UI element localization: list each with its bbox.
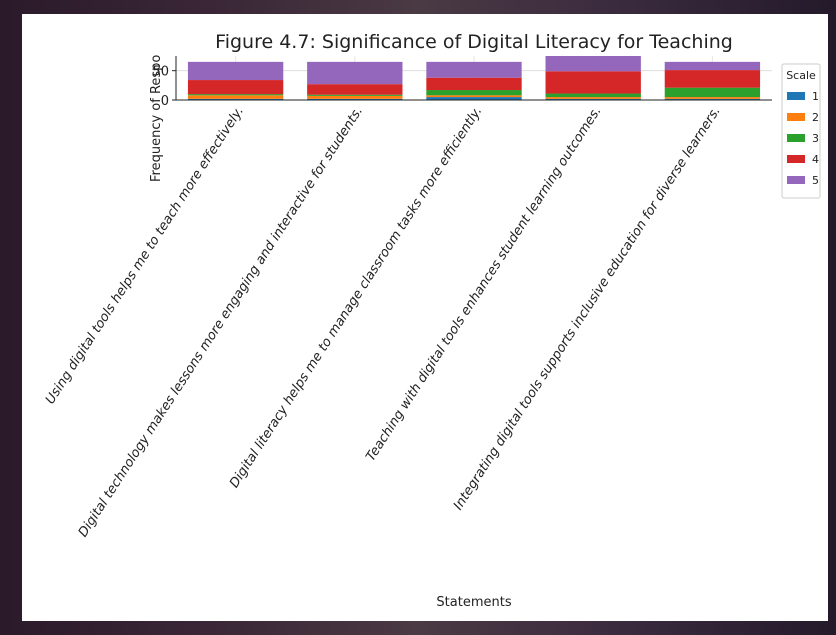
legend-label-3: 3 [812,132,819,145]
legend-swatch-5 [787,176,805,184]
y-tick-label: 50 [152,65,169,80]
y-tick-label: 0 [161,94,169,109]
bar-segment-scale-2 [187,95,284,99]
legend-swatch-2 [787,113,805,121]
bar-segment-scale-3 [426,90,522,96]
chart-card: Figure 4.7: Significance of Digital Lite… [22,14,828,621]
bar-segment-scale-4 [426,77,522,91]
legend-swatch-1 [787,92,805,100]
x-tick-label: Digital literacy helps me to manage clas… [227,104,485,491]
bar-segment-scale-3 [187,94,284,96]
legend-label-5: 5 [812,174,819,187]
bar-segment-scale-5 [426,61,522,78]
legend-label-4: 4 [812,153,819,166]
bar-segment-scale-3 [545,93,641,98]
bars [187,56,761,100]
bar-segment-scale-4 [664,70,761,88]
legend-swatch-3 [787,134,805,142]
x-tick-label: Digital technology makes lessons more en… [76,104,366,540]
bar-segment-scale-2 [664,97,761,99]
legend-swatch-4 [787,155,805,163]
x-tick-label: Integrating digital tools supports inclu… [451,104,724,513]
bar-segment-scale-2 [307,95,403,99]
x-tick-labels: Using digital tools helps me to teach mo… [43,104,724,540]
x-tick-label: Using digital tools helps me to teach mo… [43,104,247,407]
y-ticks: 0 50 [152,65,176,109]
bar-segment-scale-2 [545,97,641,99]
chart-title: Figure 4.7: Significance of Digital Lite… [215,31,733,53]
bar-segment-scale-5 [307,61,403,85]
bar-segment-scale-1 [664,98,761,100]
bar-segment-scale-1 [187,98,284,100]
bar-segment-scale-5 [187,61,284,81]
bar-segment-scale-3 [664,87,761,98]
legend-items: 1 2 3 4 5 [787,90,819,187]
stacked-bar-chart: Figure 4.7: Significance of Digital Lite… [43,31,821,610]
bar-segment-scale-2 [426,95,522,98]
bar-segment-scale-1 [426,97,522,100]
x-tick-label: Teaching with digital tools enhances stu… [363,104,604,464]
bar-segment-scale-1 [307,98,403,100]
bar-segment-scale-4 [307,84,403,95]
bar-segment-scale-3 [307,94,403,96]
legend: Scale 1 2 3 4 5 [781,63,821,199]
bar-segment-scale-4 [545,71,641,94]
x-axis-label: Statements [436,595,511,610]
bar-segment-scale-5 [545,56,641,72]
legend-label-1: 1 [812,90,819,103]
bar-segment-scale-1 [545,98,641,100]
legend-title: Scale [786,69,816,82]
bar-segment-scale-4 [187,80,284,95]
bar-segment-scale-5 [664,61,761,71]
legend-label-2: 2 [812,111,819,124]
y-axis-label: Frequency of Respo [149,55,164,182]
